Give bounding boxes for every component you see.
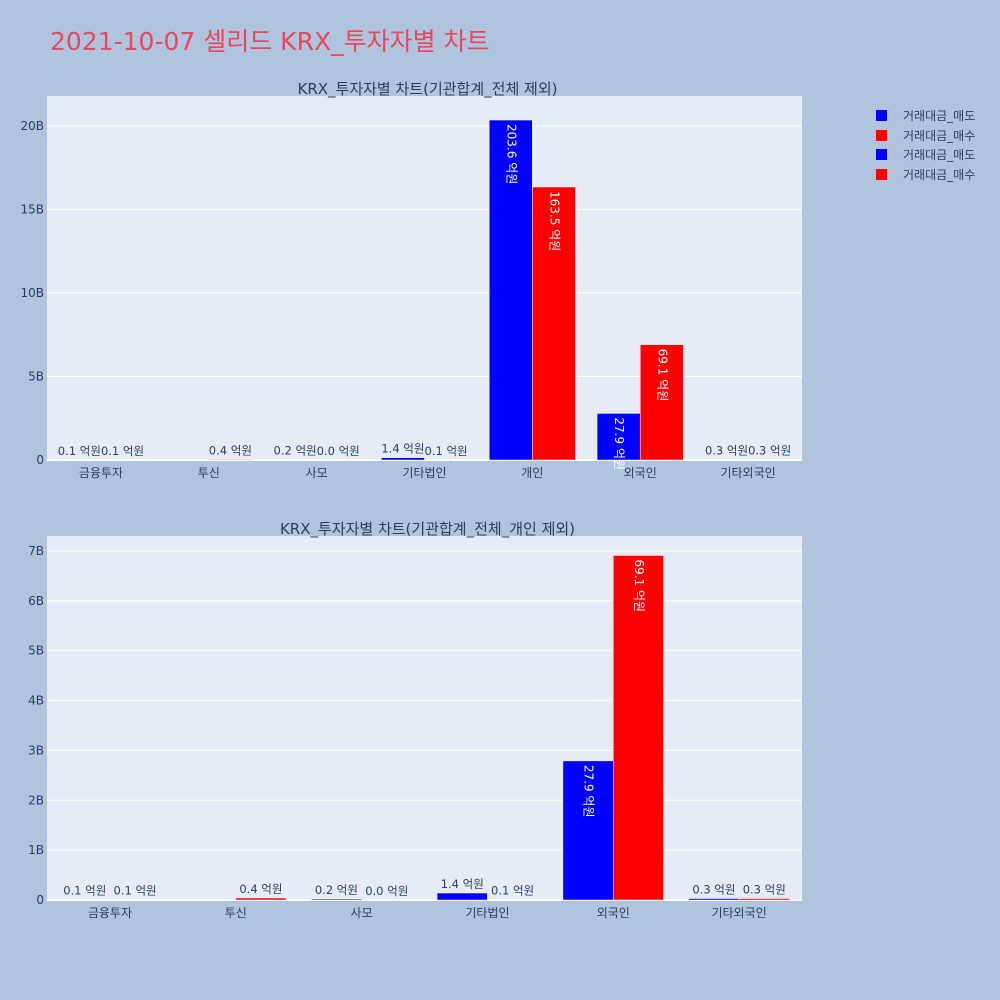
bar [747, 459, 792, 461]
x-tick-label: 기타법인 [465, 906, 509, 920]
x-tick-label: 금융투자 [88, 906, 132, 920]
x-tick-label: 외국인 [624, 466, 657, 480]
bar-value-label: 0.3 억원 [748, 443, 791, 457]
y-tick-label: 6B [28, 594, 44, 608]
bar [208, 459, 253, 461]
bar-value-label: 0.4 억원 [209, 443, 252, 457]
bar [381, 457, 425, 461]
x-tick-label: 개인 [521, 466, 543, 480]
bar [738, 898, 790, 901]
chart-panel: 0 5B 10B 15B 20B KRX_투자자별 차트(기관합계_전체 제외) 금융투자 0… [20, 80, 802, 480]
bar-value-label: 0.0 억원 [317, 444, 360, 458]
bar-value-label: 0.1 억원 [114, 884, 157, 898]
x-tick-label: 사모 [306, 466, 328, 480]
bar-value-label: 69.1 억원 [632, 559, 646, 612]
page-title: 2021-10-07 셀리드 KRX_투자자별 차트 [50, 27, 490, 56]
x-tick-label: 기타법인 [402, 466, 446, 480]
legend-item[interactable]: 거래대금_매도 [876, 145, 975, 165]
y-tick-label: 15B [20, 203, 44, 217]
y-tick-label: 0 [36, 893, 44, 907]
x-tick-label: 기타외국인 [720, 466, 775, 480]
chart-panel: 0 1B 2B 3B 4B 5B 6B 7B KRX_투자자별 차트(기관합계_전체_개인 제외… [28, 520, 802, 920]
legend-item[interactable]: 거래대금_매도 [876, 106, 975, 126]
bar-value-label: 0.1 억원 [491, 884, 534, 898]
bar-value-label: 0.1 억원 [425, 444, 468, 458]
x-tick-label: 투신 [225, 906, 247, 920]
bar-value-label: 0.0 억원 [365, 884, 408, 898]
plot-background [47, 96, 802, 460]
legend-swatch [876, 168, 887, 180]
legend-swatch [876, 110, 887, 122]
y-tick-label: 0 [36, 453, 44, 467]
y-tick-label: 2B [28, 793, 44, 807]
bar-value-label: 1.4 억원 [381, 442, 424, 456]
legend: 거래대금_매도 거래대금_매수 거래대금_매도 거래대금_매수 [876, 106, 975, 184]
bar [596, 413, 641, 461]
bar-value-label: 0.3 억원 [692, 883, 735, 897]
legend-label: 거래대금_매도 [903, 109, 976, 124]
bar [311, 898, 362, 901]
bar [688, 898, 740, 901]
legend-label: 거래대금_매수 [903, 128, 976, 143]
bar-value-label: 69.1 억원 [655, 349, 669, 402]
bar-value-label: 27.9 억원 [582, 765, 596, 818]
x-tick-label: 기타외국인 [711, 906, 766, 920]
chart-title: KRX_투자자별 차트(기관합계_전체 제외) [298, 80, 558, 99]
legend-item[interactable]: 거래대금_매수 [876, 165, 975, 185]
plot-background [47, 536, 802, 900]
bar-value-label: 0.1 억원 [101, 444, 144, 458]
bar-value-label: 27.9 억원 [612, 417, 626, 470]
legend-swatch [876, 129, 887, 141]
legend-label: 거래대금_매수 [903, 167, 976, 182]
legend-swatch [876, 149, 887, 161]
bar [235, 897, 287, 901]
bar-value-label: 0.4 억원 [239, 882, 282, 896]
bar-value-label: 0.2 억원 [315, 883, 358, 897]
bar-value-label: 1.4 억원 [441, 877, 484, 891]
y-tick-label: 10B [20, 286, 44, 300]
bar [532, 186, 576, 461]
bar-value-label: 203.6 억원 [504, 124, 518, 184]
y-tick-label: 5B [28, 644, 44, 658]
bar [704, 459, 749, 461]
x-tick-label: 외국인 [597, 906, 630, 920]
bar [562, 760, 614, 901]
bar-value-label: 163.5 억원 [547, 191, 561, 251]
y-tick-label: 20B [20, 119, 44, 133]
bar [639, 344, 684, 461]
y-tick-label: 7B [28, 544, 44, 558]
bar-value-label: 0.2 억원 [274, 444, 317, 458]
legend-item[interactable]: 거래대금_매수 [876, 126, 975, 146]
chart-title: KRX_투자자별 차트(기관합계_전체_개인 제외) [280, 520, 575, 539]
bar-value-label: 0.1 억원 [63, 884, 106, 898]
bar [436, 892, 488, 901]
bar [613, 555, 664, 901]
x-tick-label: 사모 [351, 906, 373, 920]
x-tick-label: 투신 [198, 466, 220, 480]
bar [488, 119, 533, 461]
legend-label: 거래대금_매도 [903, 148, 976, 163]
bar-value-label: 0.3 억원 [743, 883, 786, 897]
y-tick-label: 3B [28, 743, 44, 757]
y-tick-label: 4B [28, 694, 44, 708]
y-tick-label: 5B [28, 370, 44, 384]
bar-value-label: 0.1 억원 [58, 444, 101, 458]
y-tick-label: 1B [28, 843, 44, 857]
bar-value-label: 0.3 억원 [705, 443, 748, 457]
x-tick-label: 금융투자 [79, 466, 123, 480]
